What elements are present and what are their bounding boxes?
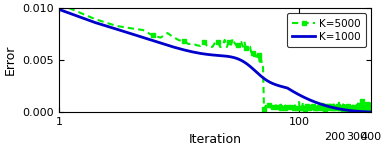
K=1000: [352, 110, 357, 112]
Y-axis label: Error: Error: [4, 45, 17, 75]
K=1000: [57, 9, 61, 10]
K=1000: [352, 110, 357, 112]
Line: K=1000: K=1000: [59, 9, 371, 112]
K=5000: [352, 106, 357, 108]
Legend: K=5000, K=1000: K=5000, K=1000: [287, 13, 366, 47]
K=5000: [57, 3, 61, 5]
K=1000: [345, 109, 349, 111]
K=5000: [369, 105, 374, 107]
K=5000: [352, 106, 357, 108]
K=5000: [345, 103, 350, 105]
K=1000: [369, 111, 374, 113]
K=5000: [311, 106, 316, 108]
K=5000: [260, 64, 264, 65]
K=5000: [302, 108, 307, 110]
K=1000: [260, 76, 264, 78]
Text: 200: 200: [325, 132, 346, 142]
K=1000: [311, 100, 315, 102]
K=1000: [321, 104, 325, 106]
K=5000: [321, 108, 326, 110]
Text: 400: 400: [361, 132, 382, 142]
Line: K=5000: K=5000: [58, 2, 373, 111]
X-axis label: Iteration: Iteration: [189, 133, 242, 146]
Text: 300: 300: [346, 132, 367, 142]
